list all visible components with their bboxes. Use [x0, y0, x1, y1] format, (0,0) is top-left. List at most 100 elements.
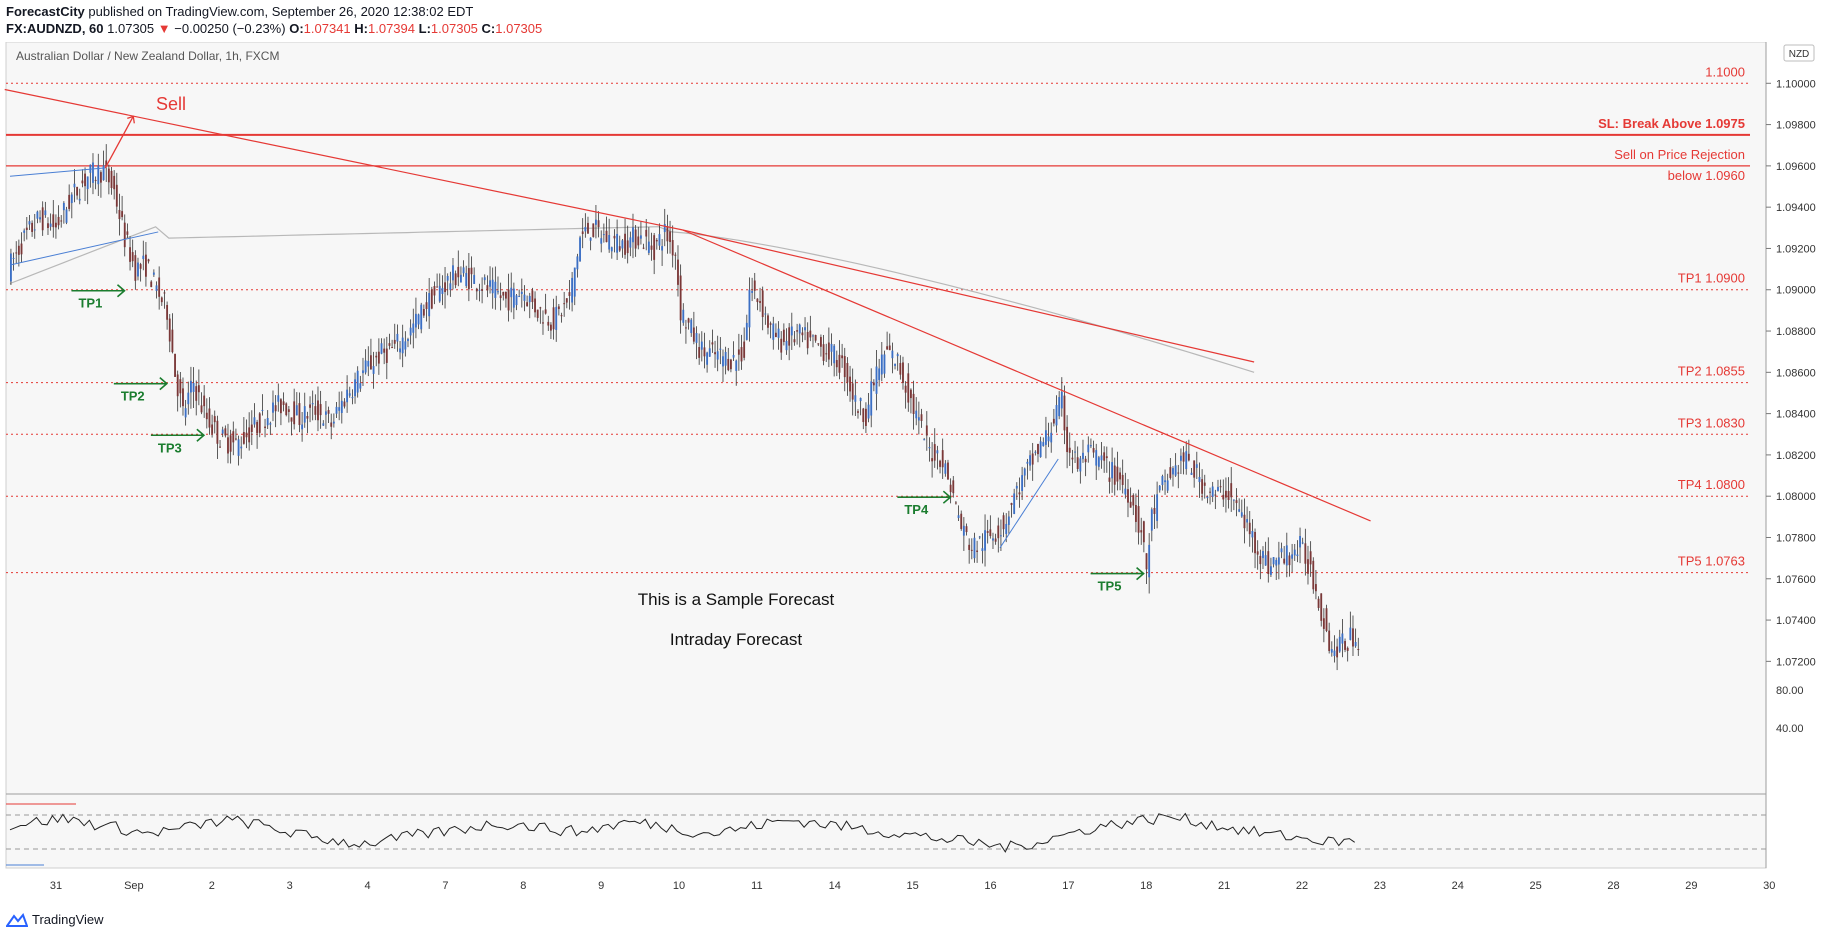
candle-body [515, 295, 518, 306]
candle-body [1235, 500, 1238, 504]
candle-body [12, 257, 15, 259]
candle-body [925, 425, 928, 436]
candle-body [121, 211, 124, 218]
price-tick-label: 1.09000 [1776, 285, 1816, 297]
candle-body [1291, 554, 1294, 559]
candle-body [1084, 458, 1087, 463]
time-tick-label: 22 [1296, 880, 1308, 892]
candle-body [240, 446, 243, 449]
candle-body [39, 217, 41, 220]
candle-body [624, 233, 626, 255]
candle-body [629, 237, 632, 248]
brand-footer[interactable]: TradingView [6, 912, 104, 927]
time-tick-label: 8 [520, 880, 526, 892]
candle-body [452, 265, 454, 281]
candle-body [872, 382, 875, 386]
candle-body [534, 298, 536, 313]
candle-body [1344, 641, 1346, 650]
candle-body [714, 352, 716, 355]
time-axis[interactable]: 31 Sep 2 3 4 7 8 9 10 11 14 15 16 17 18 21 22 23 24 25 28 29 3… [50, 880, 1776, 892]
candle-body [192, 382, 195, 392]
candle-body [430, 289, 433, 309]
time-tick-label: Sep [124, 880, 144, 892]
candle-body [907, 373, 910, 403]
publisher-name[interactable]: ForecastCity [6, 4, 85, 19]
candle-body [303, 406, 306, 423]
candle-body [261, 409, 264, 411]
candle-body [788, 327, 791, 346]
candle-body [706, 352, 709, 365]
wedge-line-top [9, 167, 106, 177]
candle-body [1169, 467, 1172, 478]
candle-body [555, 306, 558, 330]
candle-body [1275, 559, 1278, 566]
price-axis[interactable]: 1.10000 1.09800 1.09600 1.09400 1.09200 1.090… [1766, 78, 1816, 735]
candle-body [1322, 618, 1325, 629]
candle-body [446, 275, 449, 281]
candle-body [700, 341, 703, 350]
candle-body [1256, 551, 1259, 555]
candle-body [552, 307, 555, 330]
candle-body [994, 538, 997, 542]
candle-body [1238, 509, 1241, 512]
candle-body [1066, 426, 1069, 453]
candle-body [94, 179, 97, 181]
candle-body [1142, 521, 1145, 543]
candle-body [589, 237, 592, 241]
candle-body [1002, 515, 1005, 530]
candle-body [602, 234, 605, 236]
candle-body [1285, 545, 1288, 566]
candle-body [899, 363, 902, 375]
candle-body [380, 343, 383, 354]
tp-label: TP1 [78, 296, 102, 311]
level-label: SL: Break Above 1.0975 [1598, 116, 1745, 131]
candle-body [364, 360, 367, 373]
candle-body [592, 223, 595, 237]
candle-body [600, 238, 603, 244]
candle-body [187, 392, 190, 405]
candle-body [1177, 472, 1180, 474]
candle-body [949, 484, 952, 493]
candle-body [835, 360, 838, 368]
annotations: Sell TP1 TP2 TP3 TP4 TP5 This is a Sample Fore… [71, 94, 1145, 649]
publish-info: ForecastCity published on TradingView.co… [6, 4, 473, 19]
candle-body [97, 165, 100, 185]
candle-body [743, 341, 746, 358]
time-tick-label: 3 [287, 880, 293, 892]
candle-body [377, 351, 380, 364]
forecast-levels: 1.1000 SL: Break Above 1.0975 Sell on Pric… [6, 64, 1750, 574]
candle-body [1336, 646, 1339, 658]
candle-body [338, 407, 341, 411]
candle-body [332, 421, 335, 424]
candle-body [814, 334, 817, 341]
candle-body [123, 222, 126, 248]
candle-body [417, 314, 420, 325]
candle-body [1206, 496, 1209, 499]
candle-body [444, 282, 446, 293]
price-chart[interactable]: Australian Dollar / New Zealand Dollar, … [0, 42, 1828, 910]
candle-body [319, 404, 322, 416]
candle-body [1203, 482, 1206, 486]
candle-body [902, 362, 904, 383]
candle-body [695, 333, 698, 343]
candle-body [1127, 489, 1129, 503]
candles [10, 144, 1360, 671]
candle-body [1232, 499, 1235, 501]
candle-body [1254, 531, 1256, 554]
moving-average [9, 226, 1255, 373]
candle-body [817, 343, 820, 345]
candle-body [441, 287, 444, 294]
candle-body [227, 437, 229, 454]
time-tick-label: 21 [1218, 880, 1230, 892]
candle-body [68, 194, 71, 209]
candle-body [939, 460, 941, 467]
candle-body [399, 348, 401, 353]
sell-label: Sell [156, 94, 186, 114]
currency-badge: NZD [1783, 44, 1815, 62]
candle-body [470, 267, 473, 275]
candle-body [293, 401, 296, 425]
candle-body [425, 302, 428, 309]
candle-body [1116, 466, 1119, 482]
candle-body [674, 254, 677, 256]
candle-body [1153, 507, 1156, 514]
